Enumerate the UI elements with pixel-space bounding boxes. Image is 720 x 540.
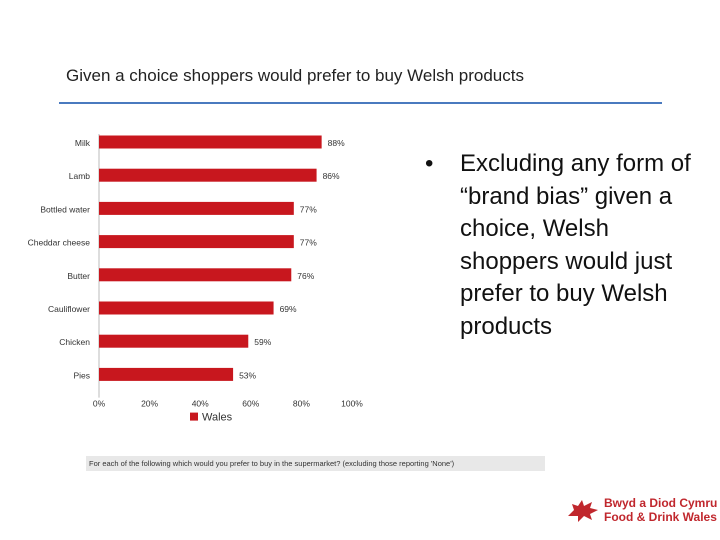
x-tick-label: 80%: [293, 399, 310, 409]
bar: [99, 367, 234, 381]
legend-label: Wales: [202, 412, 233, 424]
bar: [99, 235, 294, 249]
bullet-icon: •: [425, 150, 434, 177]
data-label: 69%: [280, 304, 297, 314]
welsh-dragon-icon: [568, 500, 598, 522]
data-label: 59%: [254, 337, 271, 347]
data-label: 88%: [328, 138, 345, 148]
legend-swatch: [190, 412, 198, 421]
category-label: Milk: [75, 138, 91, 148]
logo-line-english: Food & Drink Wales: [604, 510, 717, 524]
category-label: Chicken: [59, 337, 90, 347]
food-drink-wales-logo: Bwyd a Diod Cymru Food & Drink Wales: [566, 496, 717, 526]
category-label: Pies: [73, 370, 90, 380]
slide-title: Given a choice shoppers would prefer to …: [66, 66, 524, 85]
bar: [99, 334, 249, 348]
x-tick-label: 0%: [93, 399, 106, 409]
logo-text: Bwyd a Diod Cymru Food & Drink Wales: [604, 496, 717, 524]
title-divider: [59, 102, 662, 104]
bar: [99, 201, 294, 215]
data-label: 77%: [300, 204, 317, 214]
category-label: Bottled water: [40, 204, 90, 214]
data-label: 53%: [239, 370, 256, 380]
bullet-point: • Excluding any form of “brand bias” giv…: [425, 148, 695, 343]
x-tick-label: 60%: [242, 399, 259, 409]
footnote: For each of the following which would yo…: [86, 456, 545, 471]
bullet-text: Excluding any form of “brand bias” given…: [460, 150, 691, 340]
data-label: 86%: [323, 171, 340, 181]
category-label: Cheddar cheese: [28, 238, 91, 248]
data-label: 76%: [297, 271, 314, 281]
logo-line-welsh: Bwyd a Diod Cymru: [604, 496, 718, 510]
data-label: 77%: [300, 238, 317, 248]
x-tick-label: 40%: [192, 399, 209, 409]
bar-chart: Milk 88% Lamb 86% Bottled water 77% Cheddar ch…: [28, 134, 363, 424]
category-label: Lamb: [69, 171, 91, 181]
x-tick-label: 100%: [341, 399, 363, 409]
bar: [99, 168, 317, 182]
x-tick-label: 20%: [141, 399, 158, 409]
category-label: Cauliflower: [48, 304, 90, 314]
bar: [99, 268, 292, 282]
category-label: Butter: [67, 271, 90, 281]
bar: [99, 135, 322, 149]
bar: [99, 301, 274, 315]
